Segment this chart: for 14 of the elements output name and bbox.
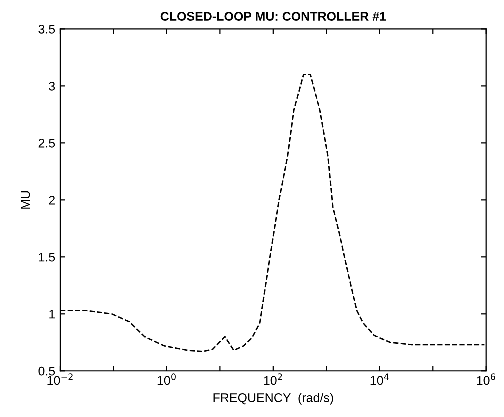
y-tick-label: 2: [49, 196, 55, 205]
y-axis-title: MU: [21, 191, 30, 209]
y-tick-label: 0.5: [38, 366, 56, 376]
x-tick-label: 10$^{6}$: [477, 374, 496, 386]
y-tick-label: 1.5: [39, 253, 56, 262]
chart-title: CLOSED-LOOP MU: CONTROLLER #1: [160, 12, 386, 21]
x-tick-label: 10$^{2}$: [264, 374, 282, 386]
y-tick-label: 2.5: [38, 138, 56, 148]
y-tick-label: 3.5: [38, 24, 56, 34]
y-tick-label: 1: [50, 310, 56, 319]
x-axis-title: FREQUENCY (rad/s): [214, 393, 334, 405]
x-tick-label: 10$^{4}$: [370, 374, 389, 386]
y-tick-label: 3: [49, 82, 56, 91]
x-tick-label: 10$^{0}$: [158, 374, 176, 386]
